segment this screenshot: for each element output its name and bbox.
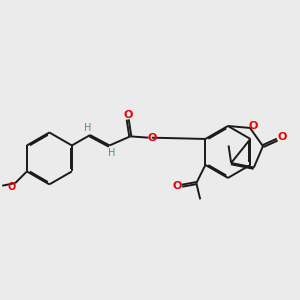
Text: O: O [123, 110, 132, 120]
Text: O: O [173, 181, 182, 191]
Text: O: O [8, 182, 16, 192]
Text: O: O [249, 121, 258, 131]
Text: H: H [84, 123, 92, 133]
Text: O: O [147, 133, 157, 143]
Text: O: O [277, 132, 286, 142]
Text: H: H [108, 148, 116, 158]
